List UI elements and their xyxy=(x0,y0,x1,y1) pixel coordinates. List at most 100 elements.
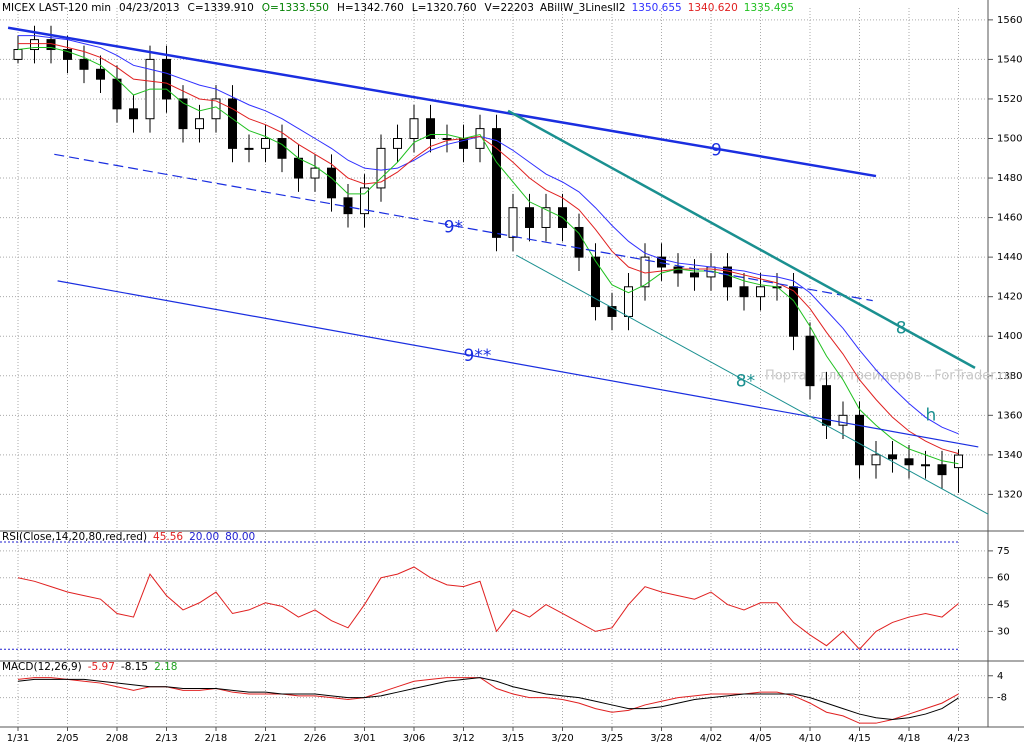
candle-body xyxy=(723,266,732,288)
trend-line-label: 9 xyxy=(711,140,722,160)
candle-body xyxy=(162,58,171,100)
info-value: O=1333.550 xyxy=(262,2,329,14)
candle-body xyxy=(393,138,402,149)
candle-body xyxy=(838,414,848,426)
candle-body xyxy=(30,39,39,51)
candle-body xyxy=(657,256,666,268)
candle-body xyxy=(277,138,287,159)
x-tick-label: 4/02 xyxy=(700,733,722,744)
candle-body xyxy=(954,454,963,469)
candle-body xyxy=(343,197,353,215)
trend-line-label: 8 xyxy=(896,318,907,338)
trend-line xyxy=(7,26,877,178)
series-value: 1350.655 xyxy=(632,2,682,14)
y-tick-label: 1460 xyxy=(997,213,1022,224)
y-tick-label: 1500 xyxy=(997,134,1022,145)
panel-title: MICEX LAST-120 min xyxy=(2,2,111,14)
y-tick-label: 1360 xyxy=(997,410,1022,421)
candle-body xyxy=(591,256,600,308)
candle-body xyxy=(525,207,534,228)
candle-body xyxy=(178,98,188,130)
trend-line-label: 9** xyxy=(464,346,492,366)
candle-body xyxy=(574,226,584,258)
level-label: 20.00 xyxy=(189,531,219,543)
candle-body xyxy=(475,128,485,149)
y-tick-label: 30 xyxy=(997,626,1010,637)
candle-body xyxy=(492,128,501,238)
trend-line xyxy=(54,153,873,302)
candle-body xyxy=(855,414,864,466)
panel-header: MICEX LAST-120 min 04/23/2013 C=1339.910 O=… xyxy=(2,2,794,14)
candle-body xyxy=(294,157,303,179)
y-tick-label: -8 xyxy=(997,693,1007,704)
x-tick-label: 4/10 xyxy=(799,733,821,744)
x-tick-label: 3/12 xyxy=(452,733,474,744)
panel-title: MACD(12,26,9) xyxy=(2,661,82,673)
x-tick-label: 3/15 xyxy=(502,733,524,744)
y-tick-label: 1540 xyxy=(997,54,1022,65)
candle-body xyxy=(937,464,947,476)
x-tick-label: 1/31 xyxy=(7,733,29,744)
info-value: H=1342.760 xyxy=(337,2,404,14)
candle-body xyxy=(13,49,23,60)
candle-body xyxy=(376,147,386,189)
y-tick-label: 1480 xyxy=(997,173,1022,184)
indicator-line xyxy=(17,566,959,651)
candle-body xyxy=(607,306,617,317)
x-tick-label: 3/06 xyxy=(403,733,425,744)
date: 04/23/2013 xyxy=(119,2,180,14)
x-tick-label: 3/25 xyxy=(601,733,623,744)
indicator-line xyxy=(17,677,959,721)
candle-body xyxy=(327,167,336,199)
y-tick-label: 1320 xyxy=(997,489,1022,500)
candle-body xyxy=(805,335,815,387)
x-tick-label: 4/05 xyxy=(749,733,771,744)
y-tick-label: 1380 xyxy=(997,371,1022,382)
x-tick-label: 3/01 xyxy=(353,733,375,744)
candle-body xyxy=(904,458,914,466)
candle-body xyxy=(871,454,881,466)
trend-line-label: 9* xyxy=(444,217,463,237)
y-tick-label: 1560 xyxy=(997,15,1022,26)
series-value: -8.15 xyxy=(121,661,148,673)
series-value: -5.97 xyxy=(88,661,115,673)
candle-body xyxy=(244,147,254,150)
watermark: Портал для трейдеров - ForTrader.ru xyxy=(765,368,1012,383)
candle-body xyxy=(310,167,320,179)
trend-line-label: 8* xyxy=(736,372,755,392)
panel-header: MACD(12,26,9) -5.97 -8.15 2.18 xyxy=(2,661,177,673)
candle-body xyxy=(79,58,89,70)
indicator-line xyxy=(17,677,959,724)
y-tick-label: 1420 xyxy=(997,292,1022,303)
indicator-line xyxy=(17,47,959,465)
candle-body xyxy=(63,49,72,60)
y-tick-label: 4 xyxy=(997,671,1003,682)
x-tick-label: 2/08 xyxy=(106,733,128,744)
y-tick-label: 60 xyxy=(997,573,1010,584)
candle-body xyxy=(195,118,204,130)
panel-header: RSI(Close,14,20,80,red,red) 45.56 20.00 80.… xyxy=(2,531,255,543)
trend-line xyxy=(57,280,979,448)
y-tick-label: 45 xyxy=(997,600,1010,611)
series-value: 1340.620 xyxy=(688,2,738,14)
candle-body xyxy=(409,118,419,139)
candle-body xyxy=(508,207,518,238)
indicator-name: ABillW_3LinesII2 xyxy=(540,2,626,14)
series-value: 45.56 xyxy=(153,531,183,543)
info-value: C=1339.910 xyxy=(188,2,254,14)
candle-body xyxy=(360,187,369,215)
histogram-value: 2.18 xyxy=(154,661,177,673)
x-tick-label: 2/05 xyxy=(56,733,78,744)
candle-body xyxy=(261,138,270,149)
candle-body xyxy=(739,286,749,298)
candle-body xyxy=(756,286,765,298)
indicator-line xyxy=(18,43,959,455)
candle-body xyxy=(228,98,237,149)
indicator-line xyxy=(18,35,959,435)
candle-body xyxy=(442,138,452,140)
x-tick-label: 3/28 xyxy=(650,733,672,744)
series-value: 1335.495 xyxy=(744,2,794,14)
y-tick-label: 75 xyxy=(997,546,1010,557)
